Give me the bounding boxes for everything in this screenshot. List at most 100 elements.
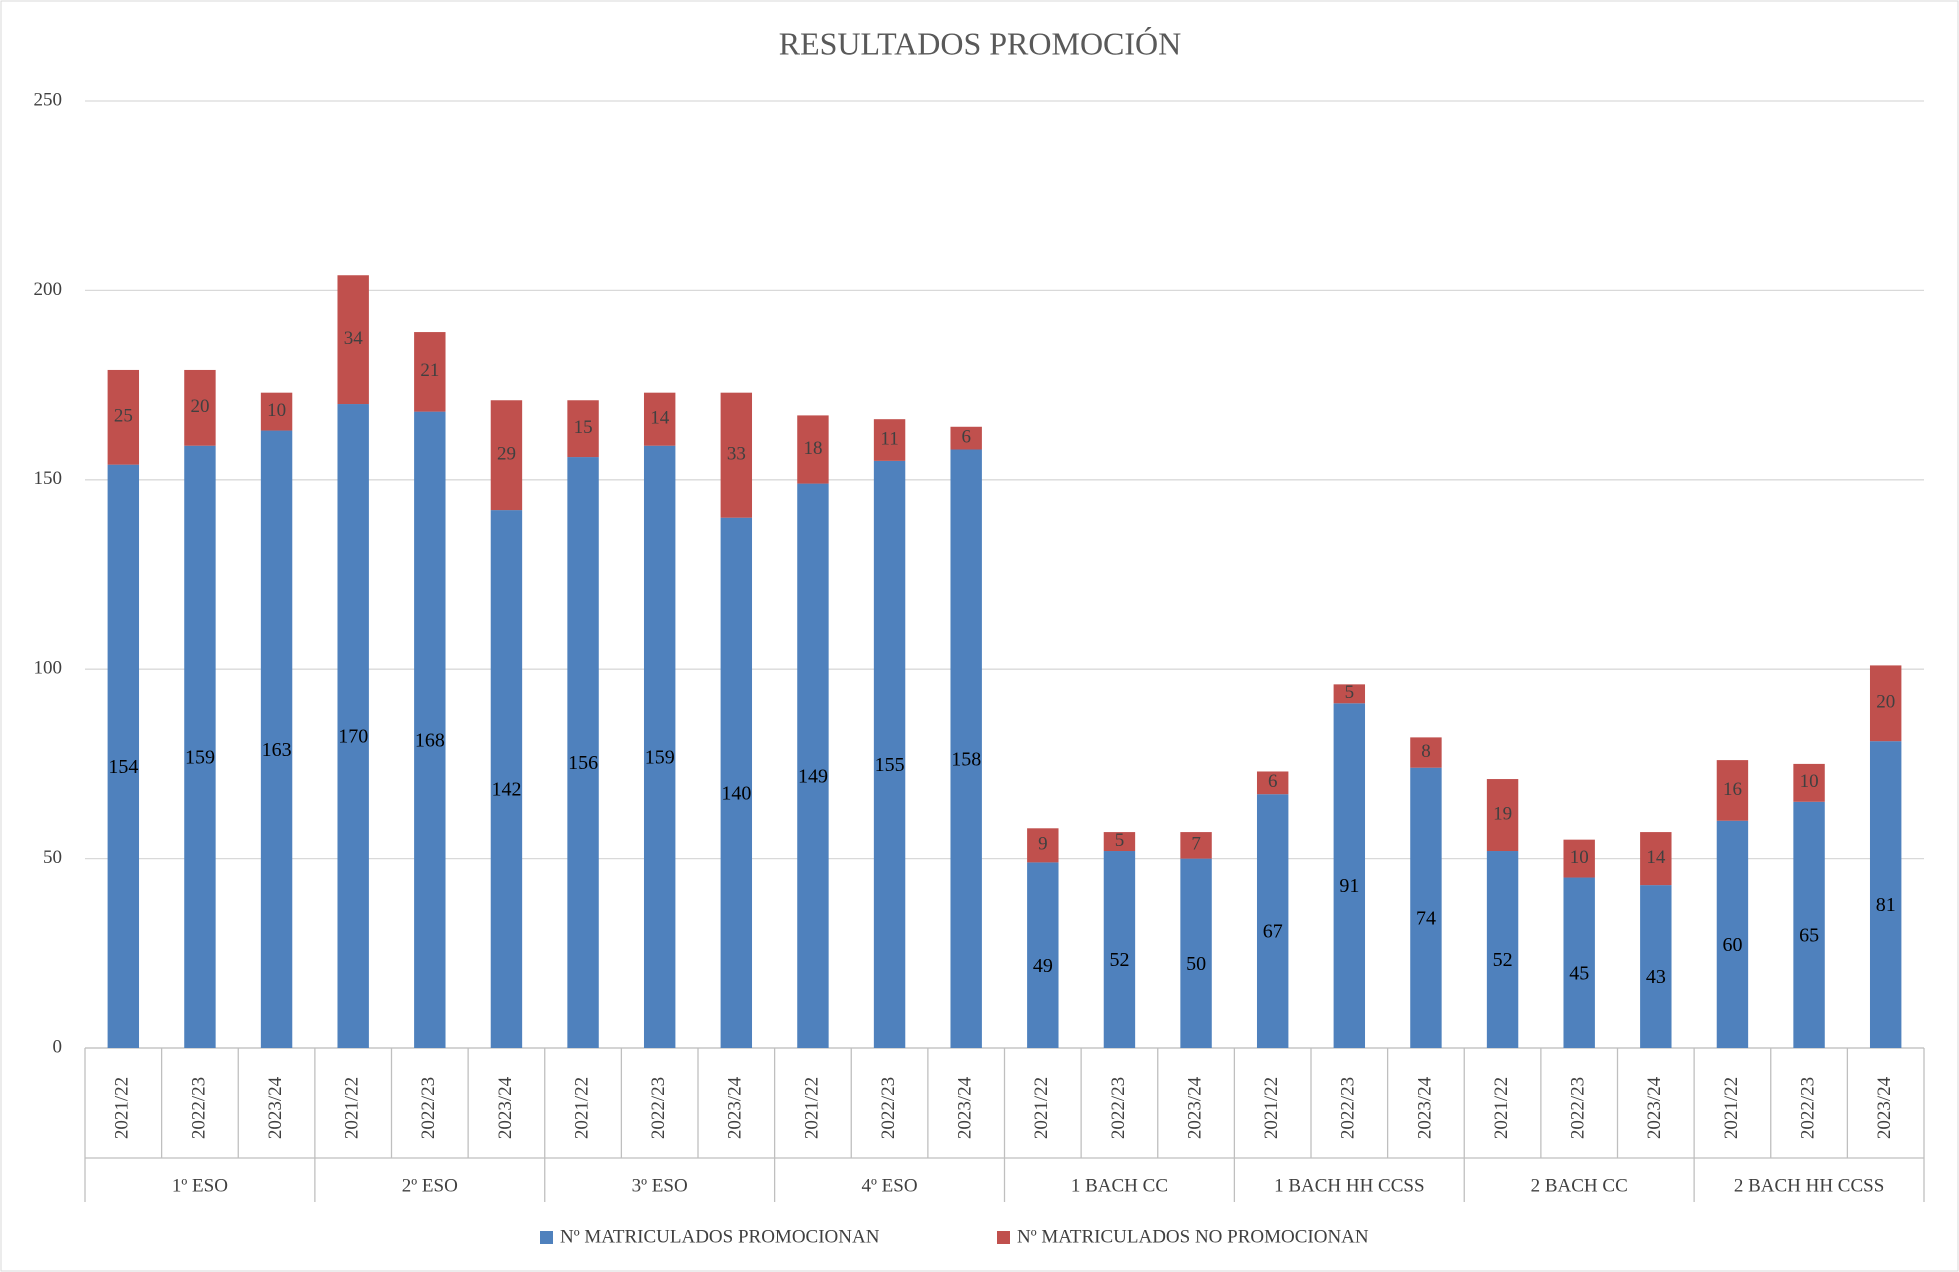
data-label: 20 xyxy=(190,396,209,417)
data-label: 10 xyxy=(267,400,286,421)
x-tick-label: 2022/23 xyxy=(188,1077,209,1139)
bar-segment xyxy=(1486,851,1519,1048)
bar-segment xyxy=(1027,862,1059,1048)
legend-swatch xyxy=(997,1231,1010,1244)
data-label: 60 xyxy=(1722,934,1742,956)
x-tick-label: 2023/24 xyxy=(955,1076,976,1139)
x-tick-label: 2022/23 xyxy=(1797,1077,1818,1139)
bar-segment xyxy=(260,430,293,1048)
bar-segment xyxy=(643,392,676,446)
bar-segment xyxy=(1793,763,1825,802)
bar-segment xyxy=(797,415,829,484)
group-label: 2º ESO xyxy=(402,1175,458,1196)
x-tick-label: 2021/22 xyxy=(1721,1077,1742,1139)
data-label: 43 xyxy=(1646,966,1666,988)
x-tick-label: 2021/22 xyxy=(1031,1077,1052,1139)
data-label: 9 xyxy=(1038,834,1048,855)
data-label: 52 xyxy=(1493,949,1513,971)
legend-swatch xyxy=(540,1231,553,1244)
bar-segment xyxy=(107,369,140,465)
bar-segment xyxy=(950,426,982,450)
bar-segment xyxy=(107,464,140,1048)
bar-segment xyxy=(1563,877,1595,1048)
bar-segment xyxy=(797,483,829,1048)
y-tick-label: 50 xyxy=(43,847,62,868)
bar-segment xyxy=(337,275,369,405)
data-label: 52 xyxy=(1109,949,1129,971)
bar-segment xyxy=(260,392,293,431)
x-tick-label: 2021/22 xyxy=(342,1077,363,1139)
data-label: 20 xyxy=(1876,692,1895,713)
data-label: 29 xyxy=(497,444,516,465)
data-label: 74 xyxy=(1416,907,1436,929)
legend-label: Nº MATRICULADOS PROMOCIONAN xyxy=(560,1226,880,1247)
data-label: 8 xyxy=(1421,741,1431,762)
bar-segment xyxy=(1180,858,1212,1048)
data-label: 67 xyxy=(1263,921,1283,943)
bar-segment xyxy=(567,457,599,1048)
bar-segment xyxy=(873,419,906,461)
data-label: 168 xyxy=(415,729,445,751)
data-label: 159 xyxy=(185,746,215,768)
group-label: 1 BACH HH CCSS xyxy=(1274,1175,1424,1196)
x-tick-label: 2021/22 xyxy=(112,1077,133,1139)
x-tick-label: 2022/23 xyxy=(1338,1077,1359,1139)
bar-segment xyxy=(950,449,982,1049)
data-label: 6 xyxy=(961,426,971,447)
bar-segment xyxy=(567,400,599,458)
data-label: 155 xyxy=(875,754,905,776)
bar-segment xyxy=(1256,794,1289,1048)
bar-segment xyxy=(873,460,906,1048)
bar-segment xyxy=(1563,839,1595,878)
bar-segment xyxy=(1793,801,1825,1048)
data-label: 5 xyxy=(1115,830,1125,851)
x-tick-label: 2021/22 xyxy=(1491,1077,1512,1139)
data-label: 15 xyxy=(574,417,593,438)
bar-segment xyxy=(643,445,676,1048)
y-tick-label: 250 xyxy=(34,89,63,110)
bar-segment xyxy=(1716,760,1749,821)
chart-title: RESULTADOS PROMOCIÓN xyxy=(779,25,1182,61)
x-tick-label: 2022/23 xyxy=(648,1077,669,1139)
bar-segment xyxy=(414,332,446,412)
data-label: 7 xyxy=(1191,834,1201,855)
x-tick-label: 2021/22 xyxy=(801,1077,822,1139)
x-tick-label: 2023/24 xyxy=(265,1076,286,1139)
bar-segment xyxy=(720,392,753,518)
bar-segment xyxy=(490,400,523,511)
data-label: 170 xyxy=(338,726,368,748)
bar-segment xyxy=(184,369,216,446)
data-label: 5 xyxy=(1345,682,1355,703)
data-label: 65 xyxy=(1799,924,1819,946)
data-label: 91 xyxy=(1339,875,1359,897)
y-tick-label: 0 xyxy=(53,1036,63,1057)
bar-segment xyxy=(1256,771,1289,795)
bar-segment xyxy=(1869,741,1902,1048)
bar-segment xyxy=(414,411,446,1049)
bar-segment xyxy=(1103,832,1136,852)
bar-segment xyxy=(1103,851,1136,1048)
x-tick-label: 2021/22 xyxy=(571,1077,592,1139)
x-tick-label: 2022/23 xyxy=(1108,1077,1129,1139)
bar-segment xyxy=(1640,832,1672,886)
bar-segment xyxy=(490,510,523,1048)
data-label: 14 xyxy=(650,408,670,429)
bar-segment xyxy=(1180,832,1212,859)
data-label: 50 xyxy=(1186,953,1206,975)
x-tick-label: 2023/24 xyxy=(1874,1076,1895,1139)
x-tick-label: 2023/24 xyxy=(1414,1076,1435,1139)
data-label: 156 xyxy=(568,752,598,774)
data-label: 45 xyxy=(1569,962,1589,984)
bar-segment xyxy=(1027,828,1059,863)
bar-segment xyxy=(1333,703,1366,1048)
y-tick-label: 150 xyxy=(34,468,63,489)
data-label: 159 xyxy=(645,746,675,768)
bar-segment xyxy=(1410,737,1442,768)
bar-segment xyxy=(1333,684,1366,704)
bar-segment xyxy=(1716,820,1749,1048)
data-label: 158 xyxy=(951,748,981,770)
group-label: 2 BACH CC xyxy=(1531,1175,1628,1196)
x-tick-label: 2023/24 xyxy=(1644,1076,1665,1139)
group-label: 1 BACH CC xyxy=(1071,1175,1168,1196)
